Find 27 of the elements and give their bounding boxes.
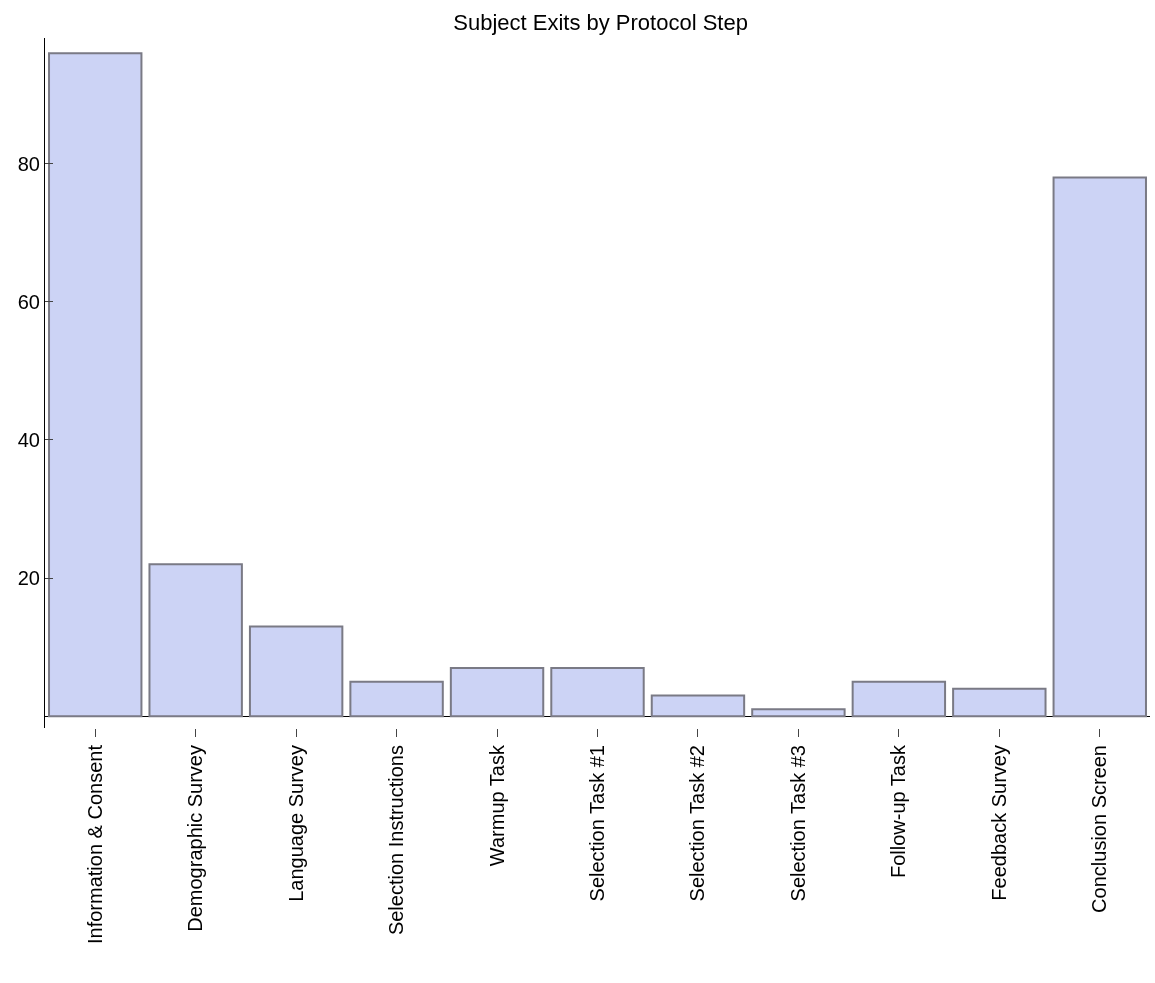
bar bbox=[650, 694, 746, 718]
x-tick-label: Selection Task #3 bbox=[786, 745, 809, 902]
y-tick-label: 20 bbox=[17, 567, 40, 590]
x-tick-label: Warmup Task bbox=[485, 744, 508, 867]
bar bbox=[349, 680, 444, 718]
x-tick-label: Selection Task #1 bbox=[586, 745, 608, 902]
bar bbox=[449, 666, 545, 718]
x-tick-label: Selection Instructions bbox=[385, 745, 408, 936]
x-tick-label: Conclusion Screen bbox=[1088, 745, 1111, 913]
x-tick-label: Selection Task #2 bbox=[686, 745, 709, 902]
x-tick-label: Feedback Survey bbox=[987, 745, 1010, 901]
bar bbox=[952, 687, 1047, 718]
x-tick-label: Follow-up Task bbox=[887, 744, 910, 879]
bar bbox=[148, 563, 243, 718]
x-tick-label: Demographic Survey bbox=[184, 745, 207, 932]
bar bbox=[248, 625, 344, 718]
bar bbox=[751, 708, 846, 718]
bar bbox=[550, 666, 645, 718]
bar bbox=[48, 52, 143, 718]
bar bbox=[851, 680, 947, 718]
x-tick-label: Language Survey bbox=[284, 745, 307, 902]
y-tick-label: 80 bbox=[17, 152, 40, 175]
x-tick-label: Information & Consent bbox=[83, 744, 106, 944]
bar bbox=[1052, 176, 1147, 718]
y-tick-label: 40 bbox=[17, 428, 40, 451]
y-tick-label: 60 bbox=[17, 290, 40, 313]
chart-title: Subject Exits by Protocol Step bbox=[453, 10, 748, 36]
